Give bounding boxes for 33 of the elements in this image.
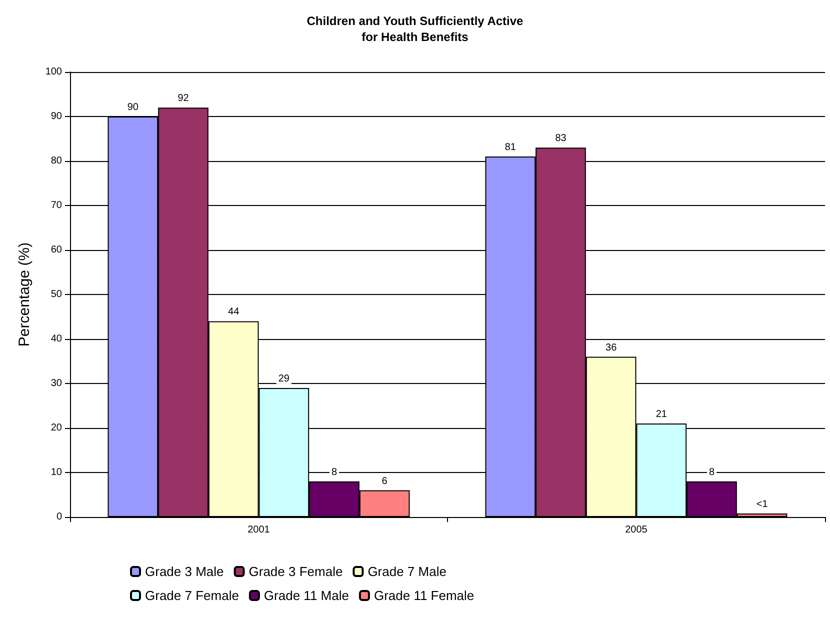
y-tick-label: 90 <box>50 111 62 122</box>
data-label: 6 <box>382 476 388 487</box>
legend-label: Grade 3 Female <box>248 564 343 579</box>
legend-label: Grade 7 Female <box>145 588 239 603</box>
data-label: 83 <box>555 133 567 144</box>
y-tick-label: 40 <box>50 334 62 344</box>
data-label: 44 <box>228 306 240 318</box>
y-tick-label: 70 <box>50 200 62 211</box>
data-label: 21 <box>656 409 668 420</box>
y-tick-label: 20 <box>50 422 62 434</box>
data-label: 29 <box>278 373 290 384</box>
y-tick-label: 60 <box>50 244 62 256</box>
y-tick-label: 0 <box>56 512 62 522</box>
y-tick-label: 50 <box>50 289 62 300</box>
x-tick-label: 2001 <box>248 524 270 536</box>
data-label: 8 <box>331 466 338 478</box>
y-tick-label: 10 <box>50 467 62 478</box>
data-label: 90 <box>127 102 139 113</box>
y-axis-title: Percentage (%) <box>16 242 33 347</box>
legend-label: Grade 3 Male <box>145 564 224 579</box>
data-label: 92 <box>178 93 190 104</box>
y-tick-label: 80 <box>50 156 62 166</box>
y-tick-label: 100 <box>45 66 62 78</box>
chart-title: Children and Youth Sufficiently Active for Health Benefits <box>306 14 524 44</box>
legend-label: Grade 11 Female <box>374 588 474 603</box>
data-label: 8 <box>708 466 715 478</box>
y-tick-label: 30 <box>50 378 62 389</box>
data-label: 81 <box>504 142 516 154</box>
data-label: <1 <box>756 498 768 510</box>
legend-label: Grade 7 Male <box>368 564 446 579</box>
legend-label: Grade 11 Male <box>264 588 349 603</box>
x-tick-label: 2005 <box>625 524 648 536</box>
data-label: 36 <box>606 342 618 354</box>
